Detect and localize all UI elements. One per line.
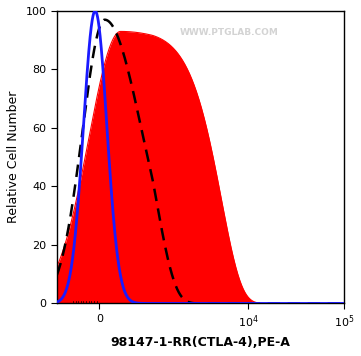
X-axis label: 98147-1-RR(CTLA-4),PE-A: 98147-1-RR(CTLA-4),PE-A [110,336,290,349]
Y-axis label: Relative Cell Number: Relative Cell Number [7,91,20,224]
Text: WWW.PTGLAB.COM: WWW.PTGLAB.COM [180,28,278,37]
